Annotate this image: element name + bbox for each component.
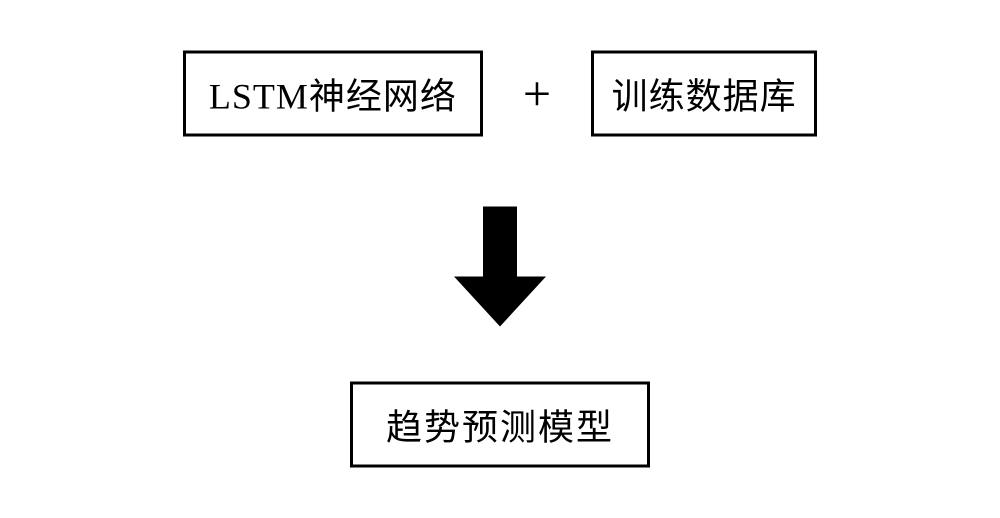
plus-operator: +: [523, 69, 551, 119]
node-lstm-label: LSTM神经网络: [209, 68, 457, 120]
diagram-container: LSTM神经网络 + 训练数据库 趋势预测模型: [140, 51, 860, 468]
arrow-down: [140, 207, 860, 327]
node-model-label: 趋势预测模型: [386, 399, 614, 451]
node-lstm: LSTM神经网络: [183, 51, 483, 137]
bottom-row: 趋势预测模型: [140, 382, 860, 468]
node-database: 训练数据库: [591, 51, 817, 137]
top-row: LSTM神经网络 + 训练数据库: [140, 51, 860, 137]
node-database-label: 训练数据库: [612, 68, 797, 120]
node-model: 趋势预测模型: [350, 382, 650, 468]
arrow-down-icon: [454, 207, 546, 327]
